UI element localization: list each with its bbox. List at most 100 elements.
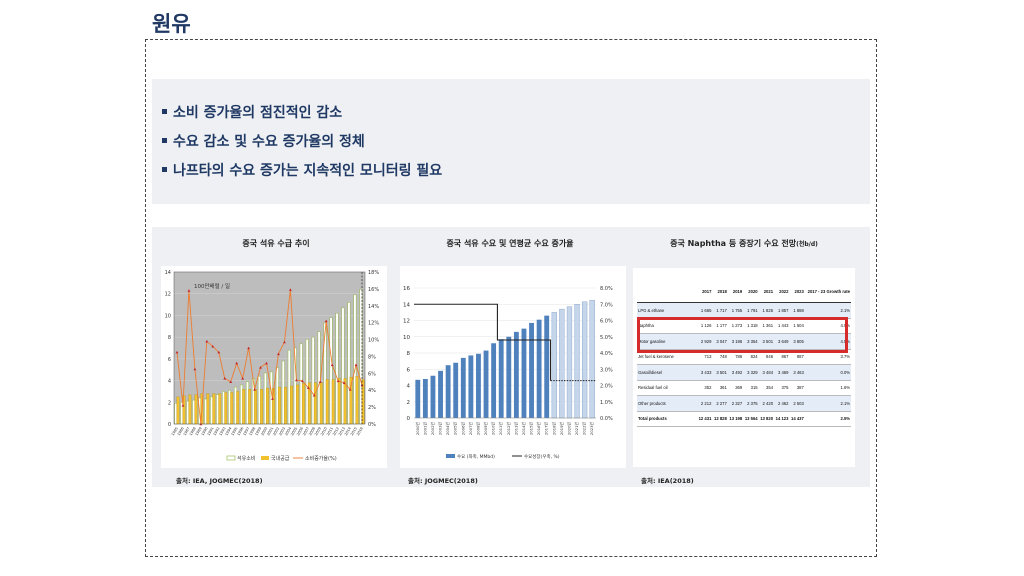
y-tick-label: 10: [165, 313, 171, 319]
production-bar: [248, 389, 252, 425]
demand-bar: [430, 375, 436, 418]
growth-point: [283, 340, 286, 344]
table-cell: 13 564: [743, 410, 759, 427]
chart3-title-text: 중국 Naphtha 등 중장기 수요 전망: [670, 239, 797, 248]
x-tick-label: 2008년: [475, 421, 480, 435]
legend-label: 수요 (좌축, MMbd): [457, 453, 495, 460]
demand-bar: [468, 355, 474, 418]
legend-swatch: [446, 454, 455, 458]
table-cell: 2 375: [743, 395, 759, 412]
table-cell: 13 198: [727, 410, 744, 427]
growth-point: [175, 350, 179, 354]
x-tick-label: 2023년: [589, 421, 594, 435]
growth-point: [336, 379, 340, 383]
table-header-cell: 2019: [727, 280, 744, 303]
x-tick-label: 2015: [350, 427, 358, 437]
x-tick-label: 1985: [171, 427, 179, 437]
demand-bar: [536, 319, 542, 418]
table-cell: 1 177: [712, 318, 728, 334]
table-cell: 315: [743, 380, 759, 396]
table-cell: 2 327: [727, 395, 744, 412]
growth-point: [348, 387, 352, 391]
demand-bar: [566, 306, 573, 419]
production-bar: [212, 393, 216, 425]
production-bar: [254, 389, 257, 425]
y-tick-label: 12: [403, 319, 410, 325]
production-bar: [260, 389, 263, 425]
production-bar: [224, 392, 228, 425]
growth-point: [235, 361, 239, 365]
growth-point: [324, 319, 328, 323]
production-bar: [355, 376, 359, 425]
production-bar: [337, 378, 341, 425]
growth-point: [288, 288, 292, 291]
table-cell: 3 484: [758, 364, 775, 381]
y2-tick-label: 0.0%: [600, 416, 613, 422]
growth-point: [217, 350, 221, 354]
growth-point: [259, 366, 262, 369]
table-header-cell: [637, 280, 697, 303]
table-cell: 3 492: [727, 364, 744, 381]
demand-bar: [506, 336, 512, 418]
table-cell: LPG & ethane: [637, 302, 697, 319]
x-tick-label: 2016년: [536, 421, 541, 435]
demand-bar: [581, 301, 588, 419]
x-tick-label: 2008: [308, 426, 316, 437]
table-cell: 3 433: [697, 364, 713, 381]
growth-point: [354, 363, 358, 367]
x-tick-label: 2013년: [513, 421, 518, 435]
demand-bar: [589, 299, 595, 419]
y2-tick-label: 5.0%: [600, 335, 613, 341]
growth-point: [205, 339, 209, 343]
y-tick-label: 14: [165, 270, 171, 276]
table-cell: 354: [758, 380, 775, 396]
y2-tick-label: 18%: [368, 270, 379, 276]
table-row: Gasoil/diesel 3 433 3 501 3 492 3 329 3 484 3 …: [637, 364, 851, 381]
table-cell: 2 462: [774, 395, 790, 412]
table-cell: Gasoil/diesel: [637, 364, 697, 381]
x-tick-label: 2019년: [559, 421, 564, 435]
growth-point: [253, 387, 256, 391]
table-cell: 1 126: [697, 318, 713, 334]
production-bar: [313, 382, 317, 425]
y2-tick-label: 8%: [368, 354, 376, 360]
table-row: LPG & ethane 1 665 1 717 1 755 1 791 1 825 1 8…: [637, 302, 851, 319]
table-cell: 2.5%: [804, 410, 851, 427]
table-cell: 1 273: [727, 318, 744, 334]
table-cell: Total products: [637, 410, 697, 427]
table-cell: 12 828: [712, 410, 728, 427]
chart2-source: 출처: JOGMEC(2018): [408, 477, 478, 485]
growth-point: [193, 367, 197, 371]
x-tick-label: 1993: [219, 427, 227, 437]
table-cell: Naphtha: [637, 318, 697, 334]
x-tick-label: 2012년: [506, 421, 511, 435]
x-tick-label: 2013: [338, 427, 346, 437]
x-tick-label: 2009년: [483, 421, 488, 435]
y2-tick-label: 2.0%: [600, 384, 613, 390]
content-frame: [145, 39, 877, 557]
production-bar: [230, 392, 234, 425]
x-tick-label: 2010: [320, 426, 328, 437]
legend-label: 석유소비: [237, 455, 255, 462]
production-bar: [188, 394, 192, 425]
x-tick-label: 2011: [326, 427, 334, 437]
x-tick-label: 2007년: [468, 421, 473, 435]
table-cell: 3 354: [743, 333, 759, 350]
growth-step-line: [414, 303, 552, 381]
x-tick-label: 2004: [284, 426, 292, 437]
x-tick-label: 2011년: [498, 421, 503, 435]
table-cell: 3 501: [712, 364, 728, 381]
table-row: Motor gasoline 2 929 3 047 3 196 3 354 3 501 3…: [637, 333, 851, 350]
table-cell: 2.1%: [804, 395, 851, 412]
table-cell: 1 791: [743, 302, 759, 319]
x-tick-label: 2017년: [544, 421, 549, 435]
table-cell: 3 463: [789, 364, 805, 381]
bullet-square-icon: [162, 137, 167, 143]
x-tick-label: 2006년: [460, 421, 465, 435]
growth-point: [342, 381, 346, 384]
x-tick-label: 2021년: [574, 421, 579, 435]
table-cell: 2 212: [697, 395, 713, 412]
table-cell: 4.5%: [804, 333, 851, 350]
y2-tick-label: 2%: [368, 405, 376, 411]
forecast-table: 2017 2018 2019 2020 2021 2022 2023 2017 - 23 Gr…: [637, 280, 851, 427]
